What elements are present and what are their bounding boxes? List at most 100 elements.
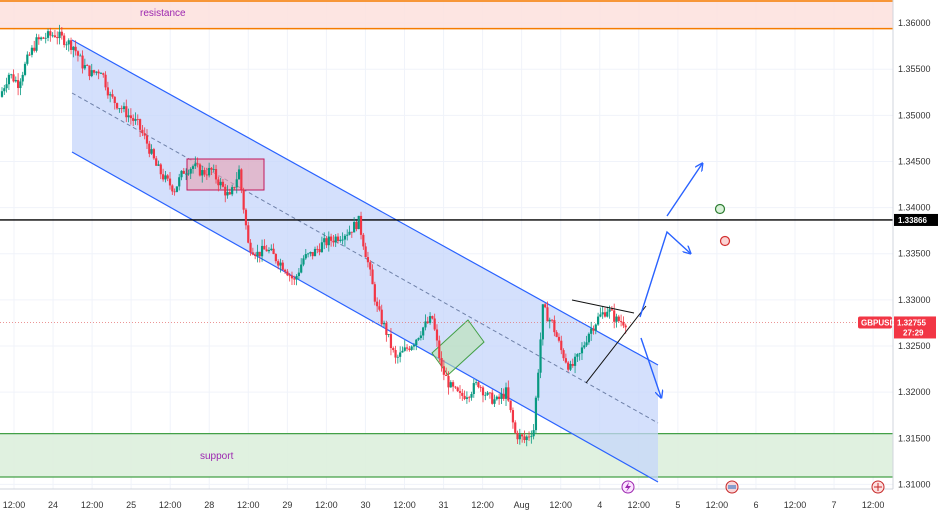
resistance-zone[interactable] <box>0 0 893 29</box>
candle-body <box>109 94 112 96</box>
candle <box>445 367 448 377</box>
candle-body <box>590 328 593 334</box>
candle <box>587 332 590 345</box>
event-icons[interactable] <box>621 480 885 494</box>
candle-body <box>14 80 17 82</box>
projection-arrow-down[interactable] <box>640 337 661 397</box>
candle <box>10 73 13 79</box>
symbol-name: GBPUSD <box>861 318 895 327</box>
candle <box>364 242 367 258</box>
candle <box>251 247 254 256</box>
candle-body <box>424 321 427 328</box>
candle <box>72 46 75 58</box>
candle-body <box>541 304 544 340</box>
y-tick-label: 1.35000 <box>898 110 931 120</box>
y-tick-label: 1.31500 <box>898 433 931 443</box>
candle <box>405 344 409 352</box>
candles[interactable] <box>0 24 627 447</box>
y-tick-label: 1.31000 <box>898 479 931 489</box>
candle <box>102 72 105 78</box>
target-marker-green[interactable] <box>714 203 726 215</box>
candle-body <box>564 358 567 363</box>
candle <box>343 233 347 247</box>
candle <box>79 53 82 57</box>
candle-body <box>145 135 149 144</box>
candle-body <box>389 334 393 349</box>
candle-body <box>451 382 455 387</box>
candle <box>596 312 600 326</box>
channel-upper-line[interactable] <box>71 39 659 366</box>
candle-body <box>288 275 291 277</box>
candle <box>433 313 436 331</box>
candle <box>171 184 174 196</box>
candle <box>304 248 307 260</box>
candle-body <box>587 333 590 343</box>
candle <box>378 299 381 312</box>
candle-body <box>353 221 356 233</box>
candle-body <box>194 163 197 167</box>
time-axis[interactable]: 12:00 24 12:00 25 12:00 28 12:00 29 12:00 30 12:00… <box>0 488 939 520</box>
candle-body <box>44 37 47 39</box>
candle <box>408 345 411 352</box>
candle <box>256 244 259 263</box>
candle <box>323 232 326 250</box>
candle <box>599 307 602 318</box>
candle-body <box>37 37 40 40</box>
candle <box>134 112 137 125</box>
candle-body <box>212 169 215 170</box>
candle-body <box>608 309 611 312</box>
candle <box>267 247 271 254</box>
candle <box>113 96 116 110</box>
candle <box>359 211 363 240</box>
candle-body <box>162 174 165 180</box>
candle <box>447 371 450 395</box>
flag-box-green[interactable] <box>431 319 485 376</box>
triangle-upper-line[interactable] <box>571 299 635 314</box>
target-marker-red[interactable] <box>719 235 731 247</box>
candle-body <box>196 163 199 165</box>
x-tick-label: 12:00 <box>81 500 104 510</box>
candle <box>162 168 165 182</box>
candle <box>617 314 620 323</box>
candle-body <box>435 329 439 341</box>
candle <box>198 162 202 177</box>
candle <box>539 332 542 379</box>
candle <box>132 114 135 127</box>
candle <box>224 183 227 203</box>
projection-arrow-up[interactable] <box>666 164 702 217</box>
consolidation-box-red[interactable] <box>186 158 265 191</box>
candle-body <box>127 115 130 118</box>
candle-body <box>341 239 344 241</box>
candle-body <box>277 261 280 266</box>
candle <box>42 36 45 39</box>
triangle-lower-line[interactable] <box>585 305 647 384</box>
candle-body <box>237 169 241 180</box>
candle <box>194 156 197 169</box>
candle-body <box>19 81 22 89</box>
candle-body <box>330 236 333 241</box>
descending-channel[interactable] <box>72 40 658 482</box>
candle-body <box>49 31 52 36</box>
y-tick-label: 1.36000 <box>898 18 931 28</box>
candle <box>196 157 199 168</box>
plot-area[interactable] <box>0 0 893 489</box>
candle-body <box>346 234 349 236</box>
candle <box>69 37 73 55</box>
candle-body <box>405 347 409 349</box>
candle <box>97 69 100 80</box>
candle-body <box>454 386 457 388</box>
candle-countdown: 27:29 <box>903 328 924 337</box>
candle-body <box>557 336 561 341</box>
candle <box>518 428 521 445</box>
projection-arrow-rejection[interactable] <box>639 230 690 318</box>
x-tick-label: 4 <box>597 500 602 510</box>
channel-lower-line[interactable] <box>71 151 659 483</box>
candle-body <box>12 74 15 82</box>
candle <box>208 162 211 178</box>
candle-body <box>530 436 533 438</box>
candle-body <box>553 320 556 333</box>
support-zone[interactable] <box>0 433 893 478</box>
x-tick-label: 12:00 <box>471 500 494 510</box>
candle <box>435 324 439 347</box>
price-axis[interactable]: 1.36000 1.35500 1.35000 1.34500 1.34000 1.335… <box>892 0 939 489</box>
